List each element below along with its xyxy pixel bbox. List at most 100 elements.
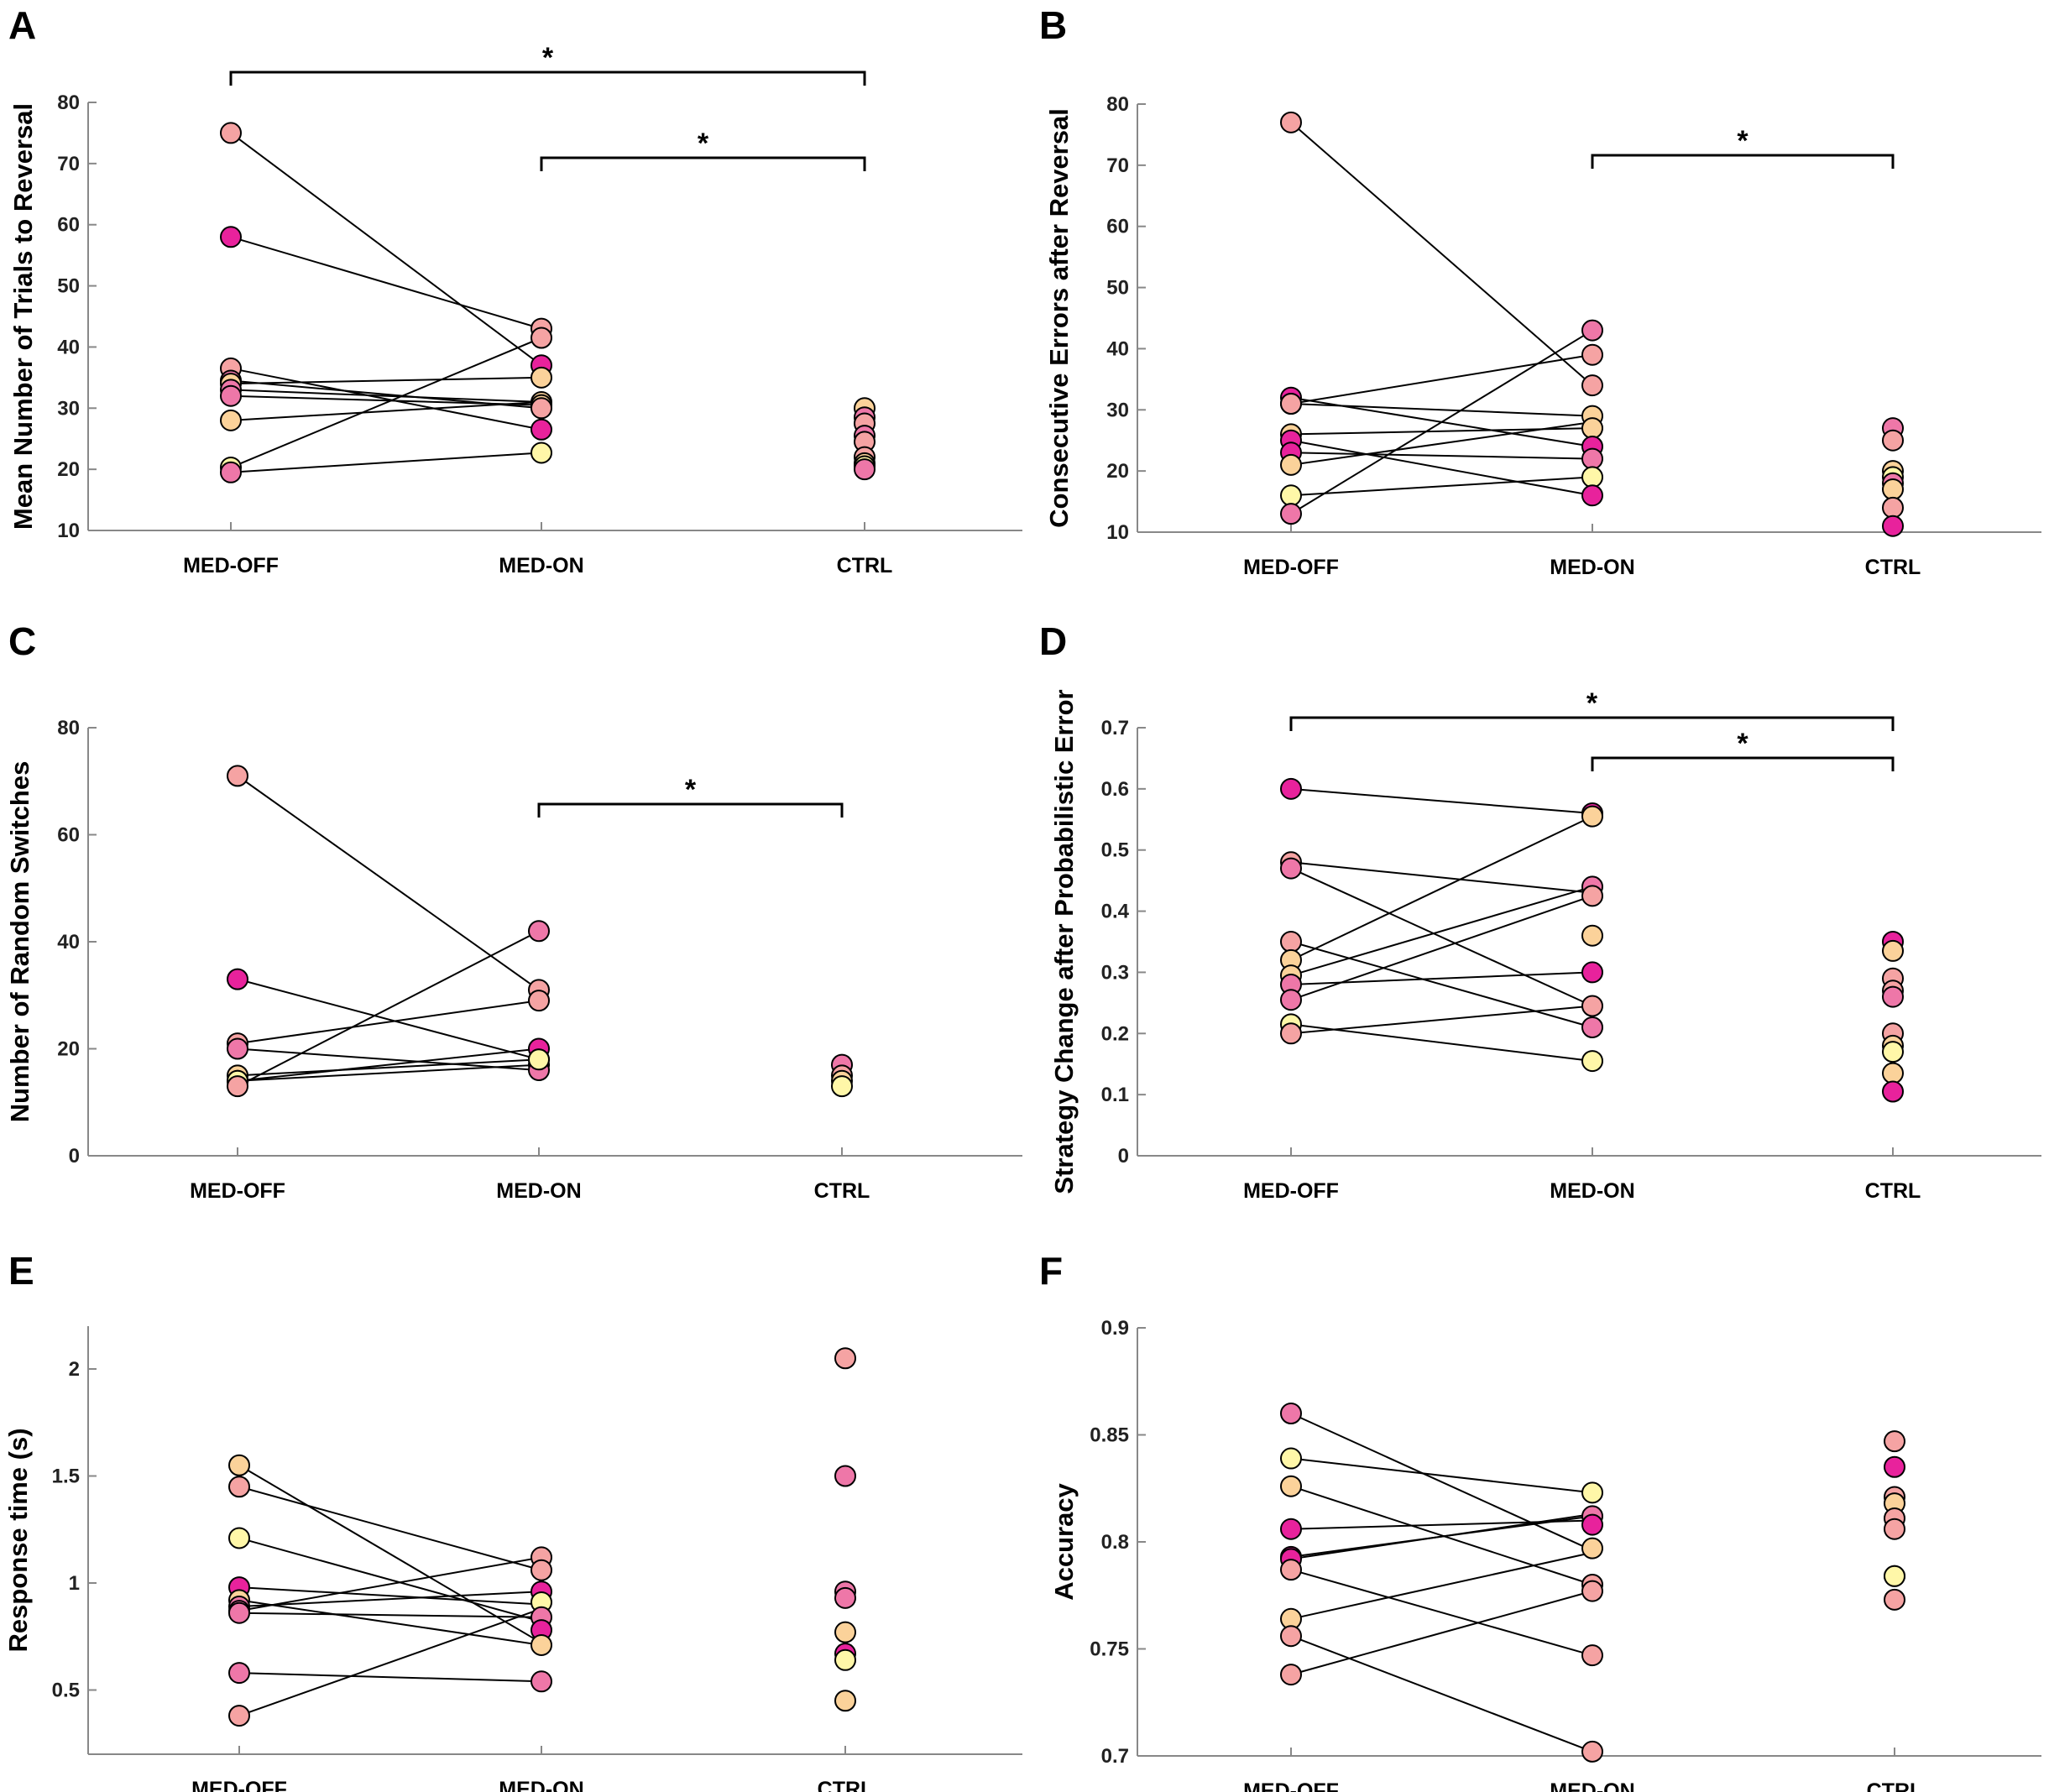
subject-pair-line — [238, 1586, 542, 1606]
category-label-med-off: MED-OFF — [1243, 556, 1339, 579]
ctrl-point — [1882, 985, 1904, 1008]
y-tick-label: 30 — [57, 397, 80, 420]
y-tick-label: 0.2 — [1101, 1022, 1129, 1045]
med-on-point — [531, 327, 552, 349]
med-on-point — [1581, 924, 1603, 947]
y-tick-label: 20 — [57, 1038, 80, 1061]
y-tick-label: 2 — [69, 1358, 80, 1381]
subject-pair-line — [238, 1607, 542, 1717]
med-off-point — [227, 765, 248, 787]
subject-pair-line — [1290, 1005, 1593, 1035]
med-on-point — [1581, 885, 1603, 907]
ctrl-point — [834, 1648, 856, 1671]
y-tick-label: 70 — [1106, 154, 1129, 177]
y-tick-label: 0.5 — [1101, 839, 1129, 862]
med-off-point — [1280, 1518, 1302, 1540]
y-axis-label: Strategy Change after Probabilistic Erro… — [1049, 689, 1079, 1194]
y-tick-label: 0.6 — [1101, 778, 1129, 801]
ctrl-point — [854, 458, 876, 481]
med-on-point — [1581, 805, 1603, 828]
subject-pair-line — [237, 775, 540, 991]
y-tick-label: 40 — [57, 931, 80, 953]
med-on-point — [531, 1633, 552, 1656]
med-on-point — [528, 990, 550, 1012]
subject-pair-line — [238, 1599, 542, 1646]
med-on-point — [1581, 1481, 1603, 1504]
y-tick-label: 80 — [57, 91, 80, 114]
subject-pair-line — [237, 1048, 540, 1071]
subject-pair-line — [1290, 329, 1593, 515]
category-label-med-on: MED-ON — [499, 1778, 583, 1792]
med-on-point — [531, 441, 552, 464]
subject-pair-line — [230, 236, 542, 330]
subject-pair-line — [238, 1591, 542, 1608]
ctrl-point — [834, 1621, 856, 1643]
category-label-med-off: MED-OFF — [191, 1778, 287, 1792]
category-label-med-on: MED-ON — [496, 1179, 581, 1203]
y-tick-label: 20 — [57, 458, 80, 481]
panel-letter: E — [8, 1249, 34, 1293]
subject-pair-line — [238, 1537, 542, 1622]
y-tick-label: 0 — [1118, 1145, 1129, 1168]
category-label-med-on: MED-ON — [1550, 1779, 1634, 1792]
ctrl-point — [1882, 496, 1904, 519]
subject-pair-line — [1290, 1635, 1593, 1753]
med-off-point — [227, 1037, 248, 1060]
med-off-point — [1280, 1559, 1302, 1581]
category-label-med-off: MED-OFF — [1243, 1779, 1339, 1792]
med-on-point — [531, 1559, 552, 1581]
y-axis-label: Number of Random Switches — [5, 761, 34, 1123]
ctrl-point — [831, 1075, 853, 1098]
y-tick-label: 0.7 — [1101, 717, 1129, 739]
ctrl-point — [1882, 1080, 1904, 1103]
med-off-point — [1280, 1403, 1302, 1424]
med-on-point — [1581, 1740, 1603, 1763]
significance-bracket — [537, 802, 844, 818]
subject-pair-line — [230, 376, 542, 385]
med-on-point — [528, 1048, 550, 1071]
subject-pair-line — [1290, 439, 1593, 497]
y-tick-label: 50 — [57, 275, 80, 298]
med-off-point — [1280, 931, 1302, 953]
subject-pair-line — [238, 1672, 542, 1683]
y-axis-label: Mean Number of Trials to Reversal — [8, 103, 38, 530]
subject-pair-line — [230, 401, 542, 421]
significance-star: * — [685, 774, 697, 806]
subject-pair-line — [1290, 421, 1593, 466]
subject-pair-line — [237, 1000, 540, 1045]
subject-pair-line — [1290, 403, 1593, 417]
y-tick-label: 60 — [1106, 216, 1129, 238]
panel-letter: B — [1039, 3, 1067, 47]
subject-pair-line — [238, 1464, 542, 1644]
subject-pair-line — [230, 367, 542, 431]
med-off-point — [220, 122, 242, 144]
y-tick-label: 60 — [57, 214, 80, 237]
panel-letter: A — [8, 3, 36, 47]
y-tick-label: 40 — [57, 336, 80, 358]
category-label-med-off: MED-OFF — [190, 1179, 285, 1203]
significance-bracket — [540, 156, 866, 171]
med-on-point — [1581, 1580, 1603, 1602]
med-on-point — [1581, 447, 1603, 470]
med-off-point — [1280, 777, 1302, 800]
subject-pair-line — [238, 1556, 542, 1612]
significance-bracket — [1289, 716, 1895, 731]
med-off-point — [1280, 1664, 1302, 1686]
med-off-point — [1280, 1625, 1302, 1648]
med-off-point — [220, 384, 242, 407]
subject-pair-line — [1290, 476, 1593, 497]
ctrl-point — [1884, 1455, 1905, 1478]
y-tick-label: 1 — [69, 1572, 80, 1595]
med-off-point — [227, 968, 248, 990]
med-off-point — [220, 409, 242, 431]
med-on-point — [1581, 343, 1603, 366]
ctrl-point — [1884, 1430, 1905, 1453]
ctrl-point — [1884, 1565, 1905, 1587]
subject-pair-line — [1290, 1590, 1593, 1676]
subject-pair-line — [230, 394, 542, 406]
subject-pair-line — [1290, 787, 1593, 814]
med-on-point — [1581, 1537, 1603, 1560]
ctrl-point — [1884, 1588, 1905, 1611]
y-tick-label: 0.4 — [1101, 901, 1130, 923]
y-tick-label: 1.5 — [52, 1465, 80, 1488]
